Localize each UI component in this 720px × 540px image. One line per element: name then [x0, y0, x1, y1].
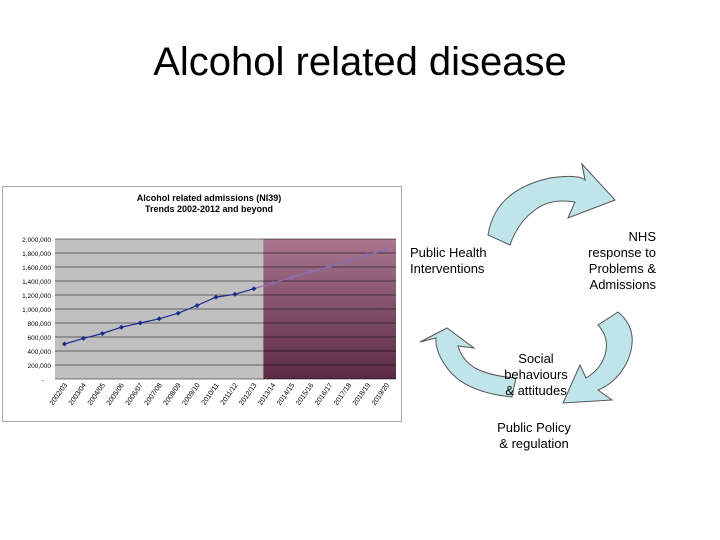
arrow-social-to-public-health [419, 327, 517, 398]
y-tick-label: 200,000 [28, 363, 52, 370]
data-point [289, 275, 295, 280]
arrow-nhs-to-social [562, 311, 633, 404]
data-point [156, 316, 162, 322]
data-point [327, 263, 333, 269]
data-point [346, 258, 352, 264]
y-tick-label: 400,000 [28, 349, 52, 356]
public-health-label: Public Health Interventions [410, 245, 487, 277]
x-tick-label: 2008/09 [163, 382, 183, 407]
x-tick-label: 2005/06 [106, 382, 126, 407]
social-behaviours-label: Social behaviours & attitudes [496, 351, 576, 399]
data-point [194, 303, 200, 308]
data-point [365, 252, 371, 258]
arrow-public-health-to-nhs [487, 162, 616, 246]
x-tick-label: 2003/04 [68, 382, 88, 407]
social-behaviours-text: Social behaviours & attitudes [504, 351, 568, 398]
slide-title: Alcohol related disease [153, 40, 567, 84]
x-tick-label: 2006/07 [125, 382, 145, 407]
data-point [384, 247, 390, 252]
y-tick-label: 1,600,000 [22, 265, 51, 272]
cycle-diagram [419, 162, 633, 404]
x-tick-label: 2014/15 [276, 382, 296, 407]
x-tick-label: 2002/03 [49, 382, 69, 407]
x-tick-label: 2018/19 [352, 382, 372, 407]
chart-title: Alcohol related admissions (NI39) [137, 193, 282, 203]
x-tick-label: 2004/05 [87, 382, 107, 407]
y-tick-label: 2,000,000 [22, 237, 51, 244]
admissions-chart: Alcohol related admissions (NI39) Trends… [2, 186, 402, 422]
x-tick-label: 2009/10 [181, 382, 201, 407]
y-tick-label: 800,000 [28, 321, 52, 328]
x-tick-label: 2016/17 [314, 382, 334, 407]
data-point [137, 320, 143, 326]
data-point [270, 280, 276, 286]
data-point [251, 286, 257, 292]
public-policy-label: Public Policy & regulation [489, 420, 579, 452]
y-tick-label: 600,000 [28, 335, 52, 342]
series-line-projected [253, 248, 387, 290]
data-point [175, 310, 181, 316]
x-tick-label: 2010/11 [201, 382, 221, 406]
y-tick-label: - [42, 377, 44, 384]
data-point [308, 269, 314, 275]
y-tick-label: 1,200,000 [22, 293, 51, 300]
data-point [118, 324, 124, 330]
chart-svg: Alcohol related admissions (NI39) Trends… [22, 193, 396, 407]
nhs-response-label: NHS response to Problems & Admissions [566, 229, 656, 293]
chart-subtitle: Trends 2002-2012 and beyond [145, 204, 273, 214]
y-tick-label: 1,400,000 [22, 279, 51, 286]
y-tick-label: 1,800,000 [22, 251, 51, 258]
x-tick-label: 2007/08 [144, 382, 164, 407]
data-point [61, 341, 67, 347]
x-tick-label: 2012/13 [238, 382, 258, 407]
data-point [232, 291, 238, 297]
x-tick-label: 2015/16 [295, 382, 315, 407]
data-point [80, 335, 86, 341]
data-point [213, 294, 219, 300]
y-tick-label: 1,000,000 [22, 307, 51, 314]
x-tick-label: 2017/18 [333, 382, 353, 407]
x-tick-label: 2013/14 [257, 382, 277, 407]
data-point [99, 331, 105, 336]
public-policy-text: Public Policy & regulation [497, 420, 571, 451]
x-tick-label: 2019/20 [371, 382, 391, 407]
nhs-response-text: NHS response to Problems & Admissions [588, 229, 656, 292]
public-health-text: Public Health Interventions [410, 245, 487, 276]
x-tick-label: 2011/12 [220, 382, 240, 406]
